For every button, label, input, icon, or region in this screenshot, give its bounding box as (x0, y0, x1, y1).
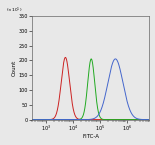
Text: $(\times10^1)$: $(\times10^1)$ (6, 6, 22, 15)
X-axis label: FITC-A: FITC-A (82, 134, 99, 139)
Y-axis label: Count: Count (12, 60, 17, 76)
